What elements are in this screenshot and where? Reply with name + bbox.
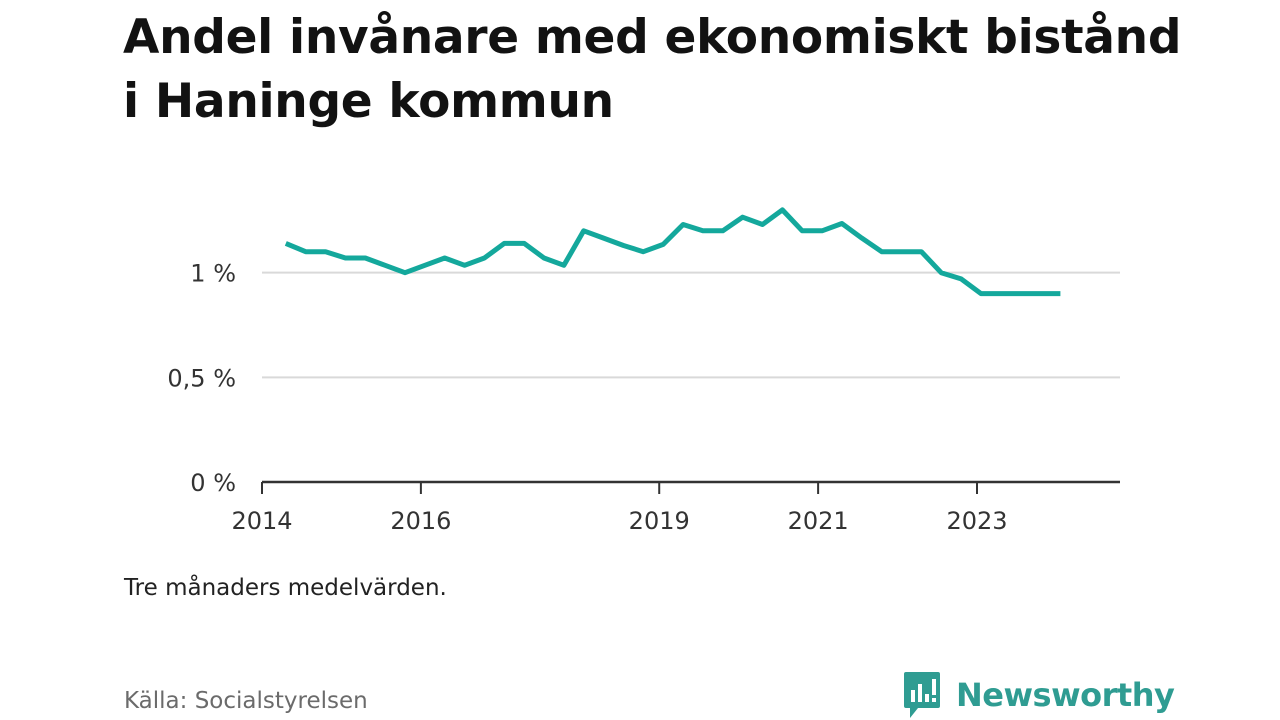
- x-tick-label: 2016: [390, 507, 451, 535]
- y-tick-label: 1 %: [190, 260, 236, 288]
- brand-name: Newsworthy: [956, 676, 1175, 714]
- x-tick-label: 2023: [946, 507, 1007, 535]
- y-tick-label: 0,5 %: [167, 364, 236, 392]
- x-tick-label: 2014: [231, 507, 292, 535]
- chart-title: Andel invånare med ekonomiskt bistånd i …: [123, 10, 1182, 129]
- brand-logo: Newsworthy: [902, 670, 1175, 720]
- chart-note: Tre månaders medelvärden.: [124, 575, 447, 601]
- newsworthy-logo-icon: [904, 672, 940, 718]
- x-tick-label: 2021: [788, 507, 849, 535]
- series-line: [284, 207, 1061, 297]
- chart-source: Källa: Socialstyrelsen: [124, 688, 368, 714]
- x-tick-label: 2019: [629, 507, 690, 535]
- y-tick-label: 0 %: [190, 469, 236, 497]
